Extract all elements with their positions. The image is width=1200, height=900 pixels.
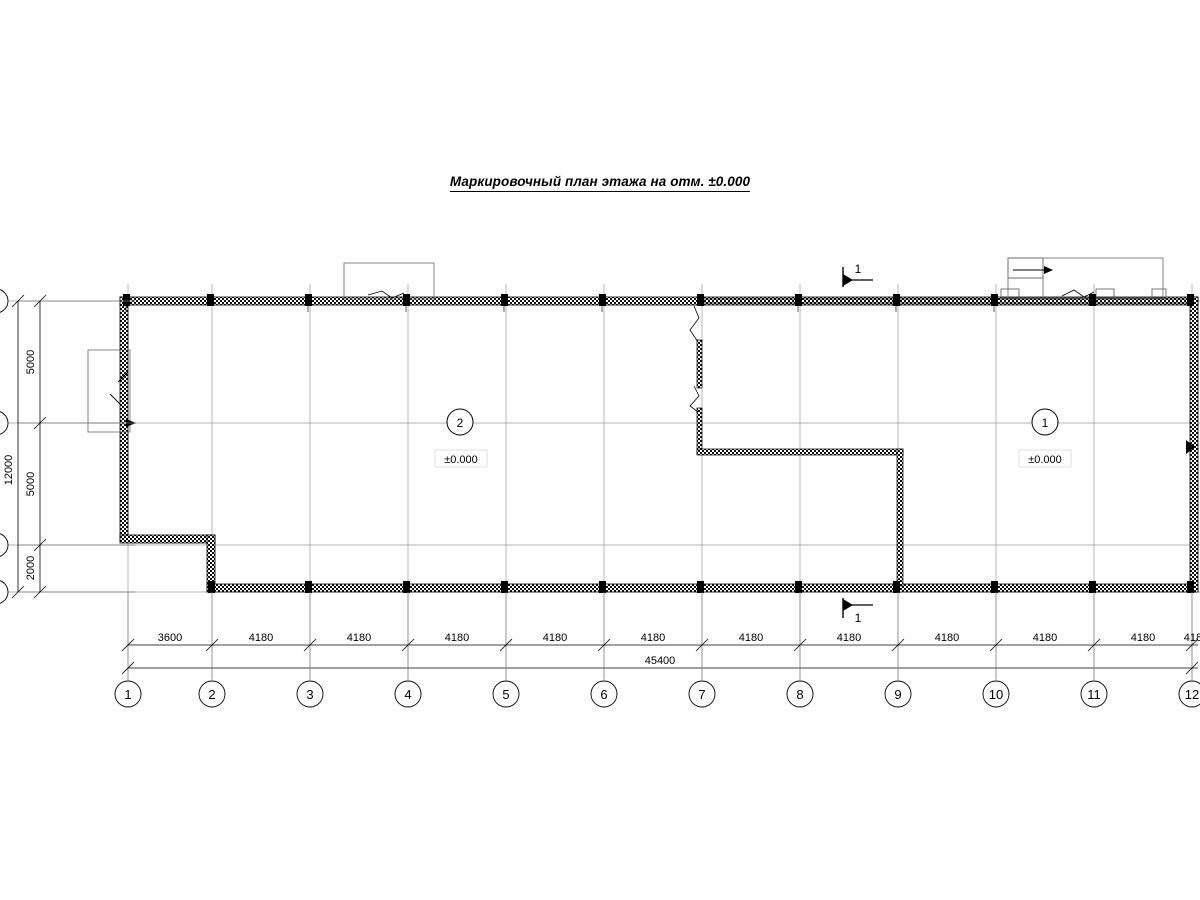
grid-bubble-label: 11 bbox=[1087, 687, 1101, 702]
page-title: Маркировочный план этажа на отм. ±0.000 bbox=[0, 174, 1200, 192]
room-number: 2 bbox=[457, 416, 464, 430]
vdim-1: 5000 bbox=[25, 350, 37, 374]
hdim-10: 4180 bbox=[1033, 632, 1057, 644]
top-porch-left bbox=[343, 262, 435, 300]
section-marker-top[interactable]: 1 bbox=[842, 262, 873, 287]
columns-bottom bbox=[208, 581, 1194, 593]
vdim-3: 2000 bbox=[25, 556, 37, 580]
room-level: ±0.000 bbox=[444, 454, 478, 466]
room-label-2: 2 ±0.000 bbox=[434, 408, 488, 468]
hdim-1: 3600 bbox=[158, 632, 182, 644]
section-arrow-icon bbox=[843, 599, 853, 611]
grid-bubble-4[interactable]: 4 bbox=[394, 680, 422, 708]
exterior-walls bbox=[119, 296, 1199, 593]
hdim-11: 4180 bbox=[1131, 632, 1155, 644]
horizontal-dimension-chain bbox=[121, 592, 1199, 680]
grid-bubble-2[interactable]: 2 bbox=[198, 680, 226, 708]
grid-bubble-label: 9 bbox=[894, 687, 901, 702]
grid-lines bbox=[0, 284, 1200, 678]
column-stems bbox=[125, 306, 995, 312]
top-right-entrance-structure bbox=[1007, 257, 1164, 299]
break-line-icon bbox=[689, 305, 700, 413]
grid-bubble-8[interactable]: 8 bbox=[786, 680, 814, 708]
interior-partition-wall bbox=[696, 339, 904, 587]
grid-bubble-10[interactable]: 10 bbox=[982, 680, 1010, 708]
section-marker-bottom-label: 1 bbox=[855, 611, 862, 625]
hdim-9: 4180 bbox=[935, 632, 959, 644]
grid-bubble-label: 12 bbox=[1185, 687, 1199, 702]
hdim-7: 4180 bbox=[739, 632, 763, 644]
grid-bubble-label: 5 bbox=[502, 687, 509, 702]
section-marker-top-label: 1 bbox=[855, 262, 862, 276]
hdim-total: 45400 bbox=[645, 655, 676, 667]
grid-bubble-3[interactable]: 3 bbox=[296, 680, 324, 708]
top-porch-left-break-icon bbox=[367, 290, 405, 299]
hdim-8: 4180 bbox=[837, 632, 861, 644]
section-marker-bottom[interactable]: 1 bbox=[842, 598, 873, 625]
hdim-12: 4180 bbox=[1184, 632, 1200, 644]
grid-bubble-label: 8 bbox=[796, 687, 803, 702]
columns-top bbox=[123, 294, 1194, 306]
right-wall-door bbox=[1186, 440, 1195, 454]
grid-bubble-11[interactable]: 11 bbox=[1080, 680, 1108, 708]
grid-bubble-9[interactable]: 9 bbox=[884, 680, 912, 708]
vertical-dimension-chain bbox=[11, 294, 135, 599]
grid-bubble-label: 7 bbox=[698, 687, 705, 702]
vdim-total: 12000 bbox=[3, 455, 15, 486]
left-door-swing-icon bbox=[109, 371, 129, 409]
hdim-3: 4180 bbox=[347, 632, 371, 644]
grid-bubble-12[interactable]: 12 bbox=[1178, 680, 1200, 708]
top-glazing-band bbox=[700, 298, 1190, 304]
hdim-4: 4180 bbox=[445, 632, 469, 644]
grid-bubbles-left[interactable] bbox=[0, 289, 9, 604]
vdim-2: 5000 bbox=[25, 472, 37, 496]
section-arrow-icon bbox=[843, 274, 853, 286]
grid-bubbles-bottom[interactable]: 1 2 3 4 5 6 7 bbox=[114, 680, 1200, 708]
hdim-5: 4180 bbox=[543, 632, 567, 644]
top-wall-openings bbox=[1000, 288, 1167, 299]
grid-bubble-label: 6 bbox=[600, 687, 607, 702]
hdim-6: 4180 bbox=[641, 632, 665, 644]
page-title-text: Маркировочный план этажа на отм. ±0.000 bbox=[449, 174, 751, 192]
room-level: ±0.000 bbox=[1028, 454, 1062, 466]
grid-bubble-7[interactable]: 7 bbox=[688, 680, 716, 708]
room-number: 1 bbox=[1042, 416, 1049, 430]
grid-bubble-label: 3 bbox=[306, 687, 313, 702]
room-label-1: 1 ±0.000 bbox=[1018, 408, 1072, 468]
grid-bubble-label: 1 bbox=[124, 687, 131, 702]
grid-bubble-6[interactable]: 6 bbox=[590, 680, 618, 708]
grid-bubble-label: 10 bbox=[989, 687, 1003, 702]
grid-bubble-1[interactable]: 1 bbox=[114, 680, 142, 708]
grid-bubble-label: 2 bbox=[208, 687, 215, 702]
vertical-dimension-labels: 5000 5000 2000 12000 bbox=[3, 350, 37, 580]
grid-bubble-label: 4 bbox=[404, 687, 411, 702]
horizontal-dimension-labels: 3600 4180 4180 4180 4180 4180 4180 4180 … bbox=[158, 632, 1200, 667]
hdim-2: 4180 bbox=[249, 632, 273, 644]
top-right-arrow-head-icon bbox=[1044, 266, 1053, 274]
grid-bubble-5[interactable]: 5 bbox=[492, 680, 520, 708]
